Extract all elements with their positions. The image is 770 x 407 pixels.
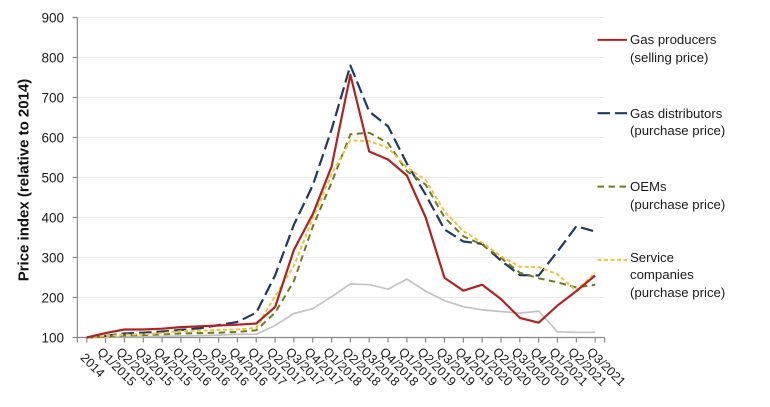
svg-text:700: 700	[41, 90, 64, 105]
svg-text:600: 600	[41, 130, 64, 145]
svg-text:900: 900	[41, 10, 64, 25]
svg-text:300: 300	[41, 250, 64, 265]
svg-text:200: 200	[41, 290, 64, 305]
svg-text:100: 100	[41, 330, 64, 345]
svg-text:500: 500	[41, 170, 64, 185]
svg-text:800: 800	[41, 50, 64, 65]
svg-text:400: 400	[41, 210, 64, 225]
